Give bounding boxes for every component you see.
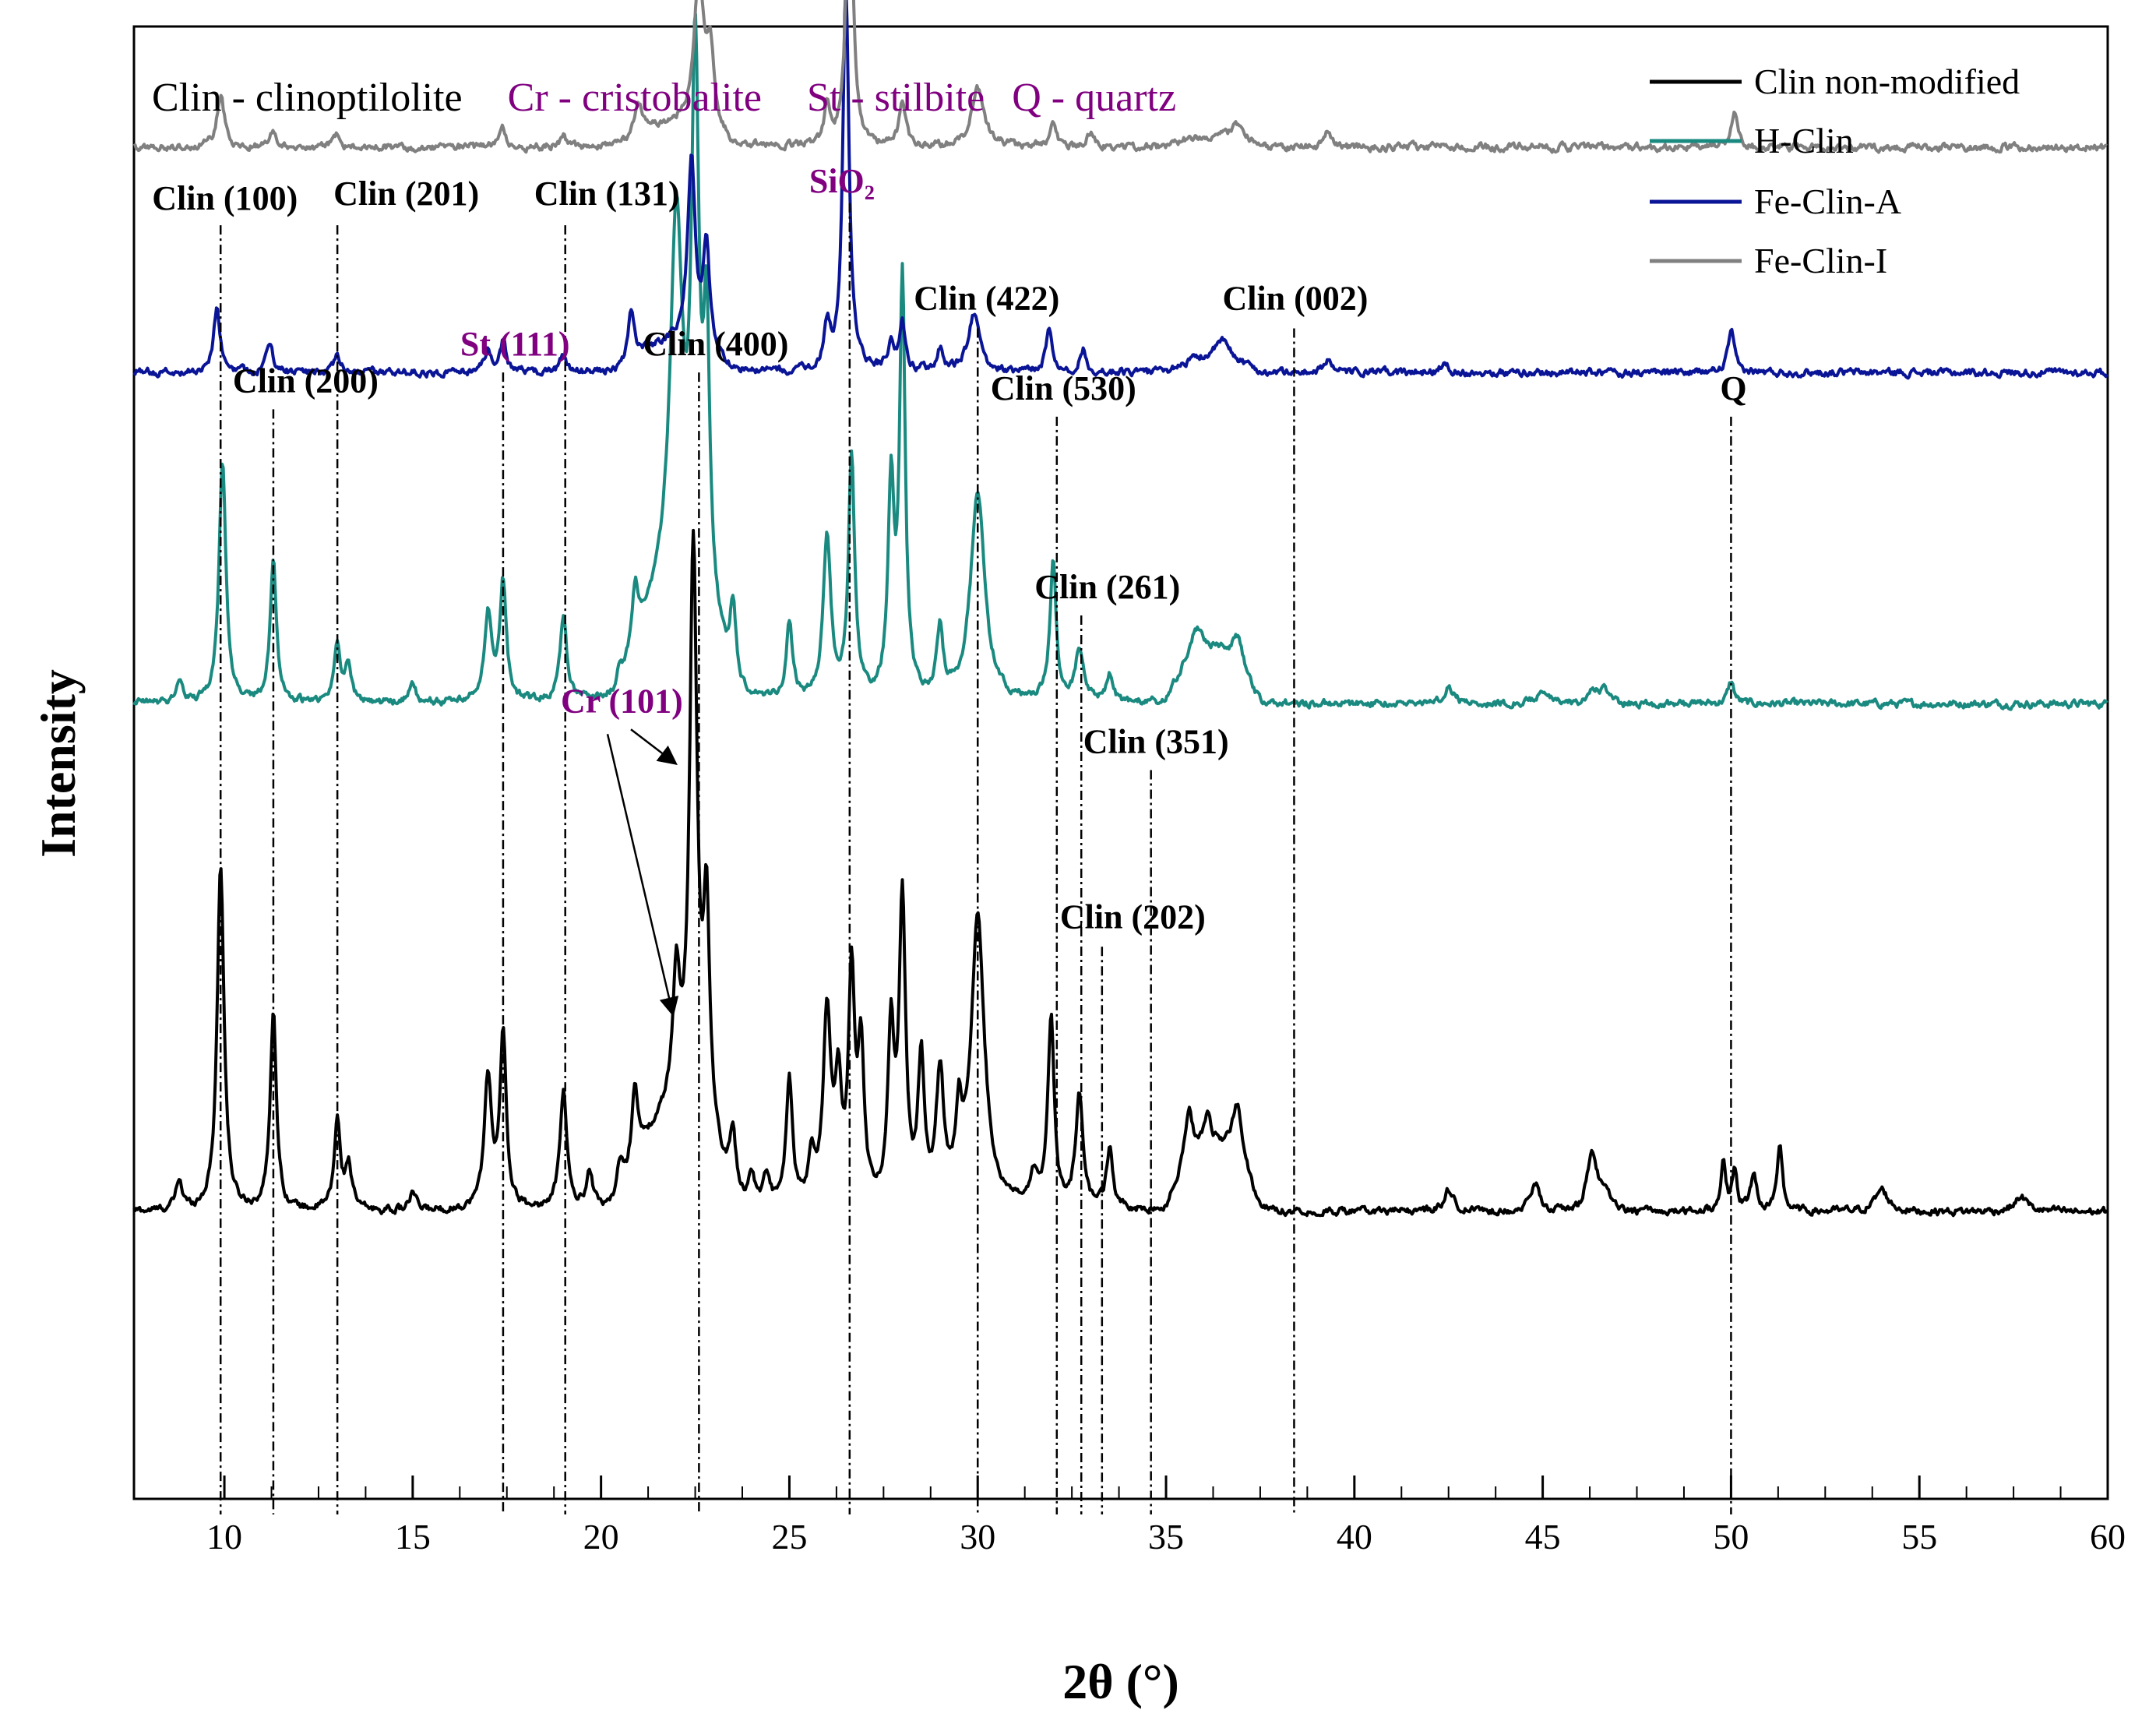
peak-label: SiO₂ bbox=[809, 162, 875, 200]
peak-label: Q bbox=[1720, 369, 1746, 407]
phase-legend-clin: Clin - clinoptilolite bbox=[152, 76, 463, 120]
peak-label: St (111) bbox=[460, 325, 570, 363]
x-tick-label: 55 bbox=[1901, 1517, 1937, 1557]
cr-101-label: Cr (101) bbox=[561, 682, 683, 720]
peak-label: Clin (100) bbox=[152, 179, 298, 217]
phase-legend-quartz: Q - quartz bbox=[1012, 76, 1176, 120]
cr-arrow-upper bbox=[630, 728, 678, 766]
legend-label-clin: Clin non-modified bbox=[1754, 62, 2020, 101]
peak-label: Clin (422) bbox=[914, 279, 1059, 317]
peak-label: Clin (530) bbox=[991, 369, 1136, 407]
legend-label-fe-clin-a: Fe-Clin-A bbox=[1754, 182, 1901, 221]
peak-label: Clin (131) bbox=[534, 175, 680, 213]
x-tick-label: 30 bbox=[960, 1517, 995, 1557]
peak-label: Clin (200) bbox=[233, 361, 379, 400]
peak-label: Clin (400) bbox=[643, 325, 788, 363]
peak-label: Clin (201) bbox=[333, 175, 479, 213]
x-tick-label: 25 bbox=[771, 1517, 807, 1557]
series-line-fe-clin-i bbox=[132, 0, 2108, 154]
series-line-h-clin bbox=[132, 12, 2108, 711]
peak-label: Clin (202) bbox=[1060, 897, 1206, 936]
phase-legend-header: Clin - clinoptilolite Cr - cristobalite … bbox=[152, 76, 1176, 120]
series-line-clin-non-modified bbox=[132, 528, 2108, 1218]
peak-label: Clin (261) bbox=[1034, 568, 1180, 606]
x-tick-label: 15 bbox=[395, 1517, 431, 1557]
x-tick-label: 60 bbox=[2090, 1517, 2126, 1557]
x-tick-label: 10 bbox=[206, 1517, 242, 1557]
phase-legend-stilbite: St - stilbite bbox=[807, 76, 985, 120]
peak-label: Clin (002) bbox=[1222, 279, 1368, 317]
peak-label: Clin (351) bbox=[1083, 722, 1229, 760]
x-tick-label: 40 bbox=[1337, 1517, 1372, 1557]
legend-label-h-clin: H-Clin bbox=[1754, 121, 1854, 160]
phase-legend-cristobalite: Cr - cristobalite bbox=[508, 76, 762, 120]
x-tick-label: 50 bbox=[1713, 1517, 1749, 1557]
legend-label-fe-clin-i: Fe-Clin-I bbox=[1754, 241, 1887, 280]
x-axis-title: 2θ (°) bbox=[1062, 1654, 1179, 1709]
plot-frame bbox=[132, 25, 2109, 1500]
x-tick-label: 45 bbox=[1525, 1517, 1561, 1557]
series-legend: Clin non-modified H-Clin Fe-Clin-A Fe-Cl… bbox=[1650, 62, 2020, 280]
cr-arrow-lower bbox=[606, 734, 679, 1017]
y-axis-title: Intensity bbox=[30, 669, 86, 858]
series-line-fe-clin-a bbox=[132, 0, 2108, 380]
x-tick-label: 35 bbox=[1148, 1517, 1184, 1557]
x-tick-label: 20 bbox=[583, 1517, 619, 1557]
